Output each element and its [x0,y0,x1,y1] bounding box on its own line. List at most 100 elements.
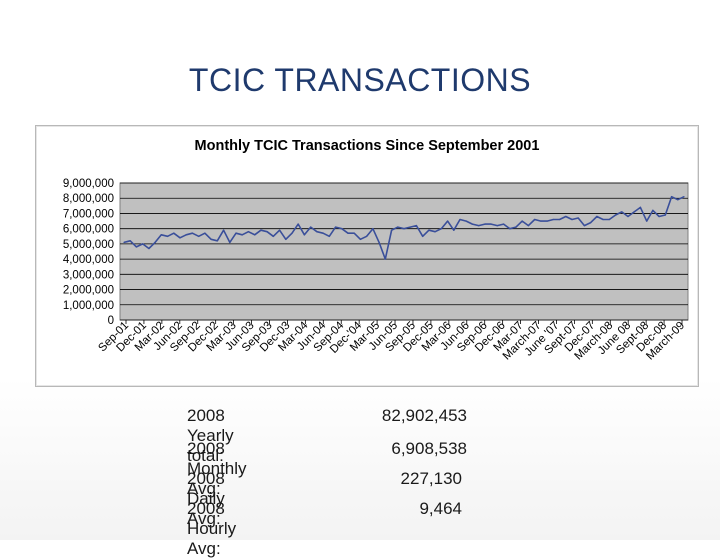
data-point [459,218,461,221]
data-point [440,228,442,230]
data-point [577,217,579,219]
data-point [633,211,635,213]
data-point [496,225,498,227]
stat-label-monthly-avg: 2008 Monthly Avg: [187,439,247,498]
data-point [160,234,162,236]
data-points [123,196,685,260]
data-point [627,215,629,218]
data-point [465,220,467,222]
data-point [135,246,138,248]
y-tick-label: 2,000,000 [63,285,114,297]
y-tick-label: 7,000,000 [63,208,114,220]
data-point [366,235,368,237]
data-point [658,215,660,218]
data-point [378,241,380,243]
data-point [453,229,455,231]
data-point [534,218,536,221]
data-point [123,241,125,243]
data-point [646,220,648,222]
chart-container: Monthly TCIC Transactions Since Septembe… [35,125,699,387]
data-point [415,225,418,227]
data-point [409,226,411,228]
data-point [428,229,430,231]
y-tick-label: 9,000,000 [63,178,114,190]
data-point [565,215,567,218]
data-point [185,234,187,236]
data-point [484,223,486,225]
data-point [154,241,156,243]
data-point [191,232,194,234]
data-point [558,218,561,221]
data-point [664,214,666,216]
data-point [571,218,573,221]
data-point [384,258,386,260]
data-point [235,232,237,234]
data-point [316,231,318,233]
data-point [254,234,256,236]
data-point [328,235,330,237]
data-point [596,215,598,218]
data-point [272,235,274,237]
data-point [166,235,169,237]
stat-label-yearly-total: 2008 Yearly total: [187,406,234,465]
data-point [422,235,424,237]
y-axis: 0 1,000,000 2,000,000 3,000,000 4,000,000 5,0… [63,178,114,327]
data-point [478,225,480,227]
data-point [490,223,492,225]
y-tick-label: 8,000,000 [63,193,114,205]
data-point [446,220,449,222]
y-tick-label: 1,000,000 [63,300,114,312]
data-point [434,231,436,233]
data-point [322,232,324,234]
data-point [521,220,523,222]
stat-label-daily-avg: 2008 Daily Avg: [187,469,225,528]
data-point [291,232,293,234]
data-point [129,240,131,242]
data-point [285,238,287,240]
data-point [216,240,218,242]
y-tick-label: 3,000,000 [63,269,114,281]
data-point [372,228,374,230]
chart-title: Monthly TCIC Transactions Since Septembe… [195,138,540,154]
data-point [266,231,268,233]
data-point [310,226,312,228]
stat-value-monthly-avg: 6,908,538 [391,439,467,458]
plot-area [119,182,689,321]
stat-value-hourly-avg: 9,464 [419,499,462,518]
data-point [173,232,175,234]
y-tick-label: 6,000,000 [63,224,114,236]
x-axis: Sep-01Dec-01Mar-02Jun-02Sep-02Dec-02Mar-… [96,319,687,362]
y-tick-label: 4,000,000 [63,254,114,266]
data-point [540,220,542,222]
data-point [297,223,299,225]
data-point [198,235,200,237]
data-point [509,228,511,230]
page-title: TCIC TRANSACTIONS [188,62,532,98]
data-point [334,226,337,228]
data-point [608,218,610,221]
data-point [179,237,181,239]
data-point [210,238,212,240]
data-point [204,232,206,234]
data-point [639,206,642,208]
data-point [148,247,150,250]
data-point [677,199,679,201]
data-point [353,232,355,234]
data-point [247,231,250,233]
data-point [670,196,673,198]
data-point [621,211,623,213]
data-point [142,243,144,245]
data-point [241,234,243,236]
stat-value-yearly-total: 82,902,453 [381,406,467,425]
data-point [341,228,343,230]
y-tick-label: 0 [108,315,114,327]
data-point [303,234,306,236]
data-point [583,225,586,227]
data-point [515,226,517,228]
data-point [222,229,225,231]
data-point [471,223,474,225]
gridlines [120,182,688,321]
stat-label-hourly-avg: 2008 Hourly Avg: [187,499,237,558]
data-point [652,209,654,211]
data-point [403,228,405,230]
